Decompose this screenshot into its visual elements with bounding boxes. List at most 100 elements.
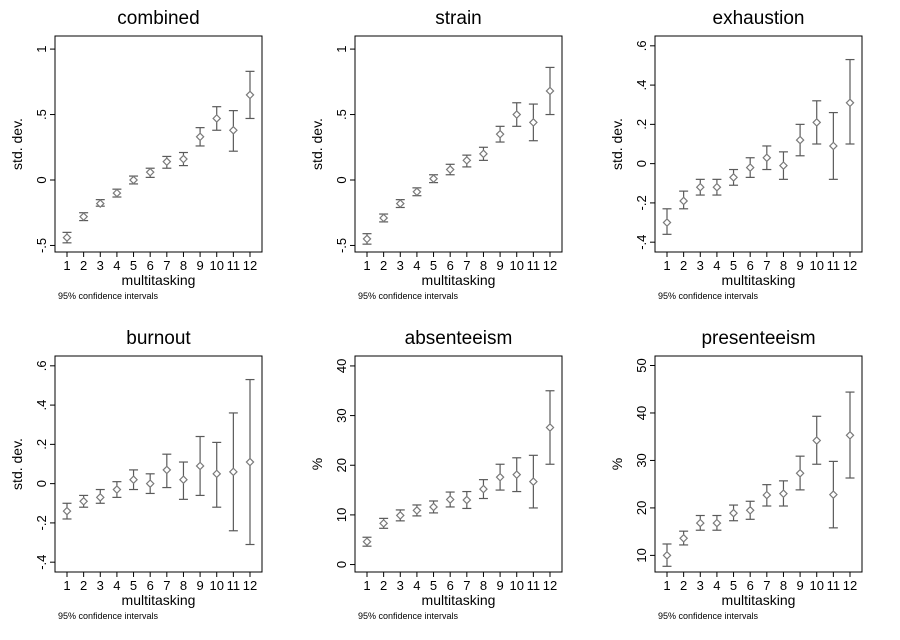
chart-title: strain xyxy=(435,8,481,29)
diamond-marker xyxy=(462,495,472,505)
x-tick-label: 1 xyxy=(63,578,70,593)
x-tick-label: 9 xyxy=(796,258,803,273)
chart-panel-presenteeism: presenteeism 10 20 30 40 50% 1 2 3 4 5 6 7 8 9 10 11 12 mu… xyxy=(600,320,900,640)
diamond-marker xyxy=(79,212,89,222)
y-tick-label: -.4 xyxy=(34,555,49,570)
y-axis-label: std. dev. xyxy=(9,118,25,170)
data-point-10 xyxy=(212,441,222,508)
data-point-3 xyxy=(695,178,705,196)
y-tick-label: 0 xyxy=(34,480,49,487)
data-point-1 xyxy=(662,208,672,235)
data-point-3 xyxy=(95,488,105,504)
plot-frame xyxy=(354,35,563,253)
data-point-1 xyxy=(362,233,372,245)
x-tick-label: 7 xyxy=(463,578,470,593)
x-tick-label: 10 xyxy=(509,258,523,273)
x-tick-label: 12 xyxy=(843,578,857,593)
data-point-12 xyxy=(845,391,855,479)
data-point-10 xyxy=(512,102,522,127)
diamond-marker xyxy=(145,167,155,177)
x-tick-label: 11 xyxy=(227,258,241,273)
x-tick-label: 3 xyxy=(397,578,404,593)
diamond-marker xyxy=(712,518,722,528)
y-tick-label: 0 xyxy=(34,176,49,183)
y-tick-label: .6 xyxy=(634,40,649,51)
diamond-marker xyxy=(412,505,422,515)
diamond-marker xyxy=(745,163,755,173)
y-tick-label: -.2 xyxy=(634,195,649,210)
diamond-marker xyxy=(445,495,455,504)
diamond-marker xyxy=(395,199,405,209)
diamond-marker xyxy=(512,470,522,480)
diamond-marker xyxy=(679,196,689,206)
x-tick-label: 3 xyxy=(697,258,704,273)
diamond-marker xyxy=(512,110,522,119)
diamond-marker xyxy=(395,510,405,520)
y-tick-label: -.4 xyxy=(634,235,649,250)
data-point-7 xyxy=(462,154,472,168)
diamond-marker xyxy=(79,496,89,506)
data-point-11 xyxy=(528,103,538,142)
x-tick-label: 11 xyxy=(827,258,841,273)
data-point-6 xyxy=(145,473,155,495)
data-point-7 xyxy=(162,453,172,489)
diamond-marker xyxy=(245,457,255,467)
data-point-5 xyxy=(429,174,439,184)
diamond-marker xyxy=(828,490,838,500)
data-point-4 xyxy=(712,178,722,196)
y-tick-label: .2 xyxy=(634,119,649,130)
data-point-8 xyxy=(778,480,788,507)
diamond-marker xyxy=(828,141,838,151)
diamond-marker xyxy=(212,114,222,123)
x-tick-label: 5 xyxy=(430,578,437,593)
data-point-2 xyxy=(79,494,89,508)
chart-panel-exhaustion: exhaustion -.4 -.2 0.2.4.6 std. dev. 1 2 3 4 5 6 7 8… xyxy=(600,0,900,320)
x-tick-label: 5 xyxy=(130,578,137,593)
x-tick-label: 6 xyxy=(447,578,454,593)
data-point-10 xyxy=(212,106,222,131)
x-tick-label: 2 xyxy=(680,578,687,593)
diamond-marker xyxy=(679,533,689,543)
diamond-marker xyxy=(95,492,105,502)
diamond-marker xyxy=(729,508,738,518)
data-point-3 xyxy=(695,514,705,531)
y-tick-label: 10 xyxy=(634,548,649,562)
diamond-marker xyxy=(195,461,205,471)
diamond-marker xyxy=(412,187,422,197)
data-point-10 xyxy=(812,415,822,465)
data-point-7 xyxy=(162,155,172,169)
data-point-2 xyxy=(379,213,389,223)
x-tick-label: 10 xyxy=(809,578,823,593)
data-point-6 xyxy=(445,163,455,176)
diamond-marker xyxy=(429,174,438,184)
data-point-4 xyxy=(112,481,122,498)
confidence-note: 95% confidence intervals xyxy=(658,291,759,301)
x-tick-label: 1 xyxy=(663,578,670,593)
x-tick-label: 11 xyxy=(827,578,841,593)
data-point-7 xyxy=(762,145,772,171)
x-tick-label: 1 xyxy=(663,258,670,273)
x-tick-label: 9 xyxy=(196,258,203,273)
diamond-marker xyxy=(845,430,855,440)
diamond-marker xyxy=(528,477,538,487)
y-tick-label: 1 xyxy=(334,45,349,52)
x-tick-label: 5 xyxy=(730,578,737,593)
confidence-note: 95% confidence intervals xyxy=(358,611,459,621)
diamond-marker xyxy=(545,86,555,96)
y-axis-label: % xyxy=(609,458,625,470)
x-tick-label: 6 xyxy=(147,578,154,593)
x-tick-label: 4 xyxy=(113,578,120,593)
y-tick-label: -.5 xyxy=(334,238,349,253)
chart-panel-absenteeism: absenteeism 0 10 20 30 40% 1 2 3 4 5 6 7 8 9 10 11 12 mult… xyxy=(300,320,600,640)
data-point-8 xyxy=(478,479,488,500)
diamond-marker xyxy=(179,475,188,485)
data-point-6 xyxy=(745,157,755,178)
data-point-11 xyxy=(828,111,838,180)
diamond-marker xyxy=(495,472,505,482)
diamond-marker xyxy=(95,199,105,209)
data-point-12 xyxy=(845,58,855,145)
diamond-marker xyxy=(712,182,722,192)
